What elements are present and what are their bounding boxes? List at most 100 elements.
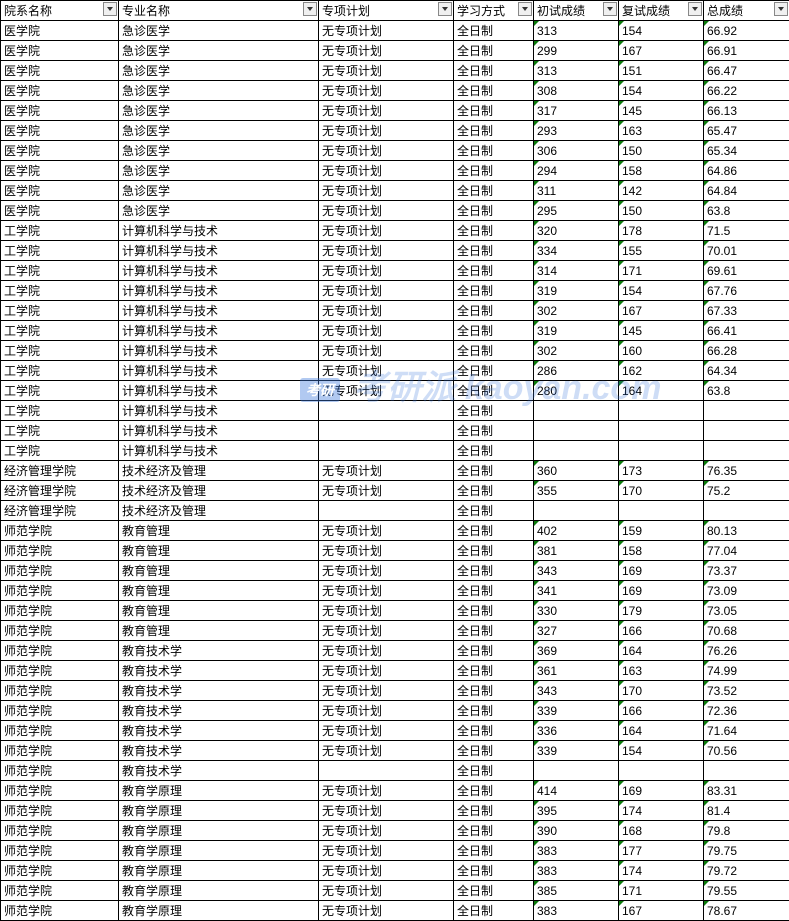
cell-score1: 311 <box>534 181 619 201</box>
cell-dept: 医学院 <box>1 181 119 201</box>
cell-score2: 171 <box>619 881 704 901</box>
table-row: 医学院急诊医学无专项计划全日制31114264.84 <box>1 181 789 201</box>
cell-mode: 全日制 <box>454 461 534 481</box>
cell-dept: 师范学院 <box>1 861 119 881</box>
cell-major: 急诊医学 <box>119 201 319 221</box>
cell-score2: 154 <box>619 281 704 301</box>
cell-score2: 167 <box>619 301 704 321</box>
column-header-dept[interactable]: 院系名称 <box>1 1 119 21</box>
table-row: 师范学院教育学原理无专项计划全日制38517179.55 <box>1 881 789 901</box>
filter-dropdown-icon[interactable] <box>303 2 317 16</box>
cell-major: 急诊医学 <box>119 41 319 61</box>
cell-major: 教育技术学 <box>119 701 319 721</box>
cell-dept: 医学院 <box>1 201 119 221</box>
cell-dept: 医学院 <box>1 121 119 141</box>
cell-major: 计算机科学与技术 <box>119 321 319 341</box>
cell-score1: 355 <box>534 481 619 501</box>
column-header-score2[interactable]: 复试成绩 <box>619 1 704 21</box>
column-label: 总成绩 <box>707 4 743 18</box>
cell-mode: 全日制 <box>454 781 534 801</box>
cell-major: 教育管理 <box>119 541 319 561</box>
cell-total: 76.35 <box>704 461 789 481</box>
filter-dropdown-icon[interactable] <box>603 2 617 16</box>
table-row: 医学院急诊医学无专项计划全日制30615065.34 <box>1 141 789 161</box>
cell-total: 83.31 <box>704 781 789 801</box>
cell-total: 64.86 <box>704 161 789 181</box>
cell-score1: 306 <box>534 141 619 161</box>
cell-score1: 319 <box>534 281 619 301</box>
table-row: 师范学院教育管理无专项计划全日制40215980.13 <box>1 521 789 541</box>
cell-major: 技术经济及管理 <box>119 481 319 501</box>
cell-plan: 无专项计划 <box>319 301 454 321</box>
cell-score2: 158 <box>619 161 704 181</box>
data-table: 院系名称专业名称专项计划学习方式初试成绩复试成绩总成绩 医学院急诊医学无专项计划… <box>0 0 789 921</box>
cell-plan: 无专项计划 <box>319 901 454 921</box>
cell-mode: 全日制 <box>454 101 534 121</box>
column-header-mode[interactable]: 学习方式 <box>454 1 534 21</box>
cell-dept: 师范学院 <box>1 721 119 741</box>
cell-dept: 工学院 <box>1 401 119 421</box>
cell-dept: 工学院 <box>1 381 119 401</box>
cell-total: 70.56 <box>704 741 789 761</box>
cell-plan: 无专项计划 <box>319 241 454 261</box>
cell-mode: 全日制 <box>454 641 534 661</box>
cell-plan: 无专项计划 <box>319 641 454 661</box>
cell-major: 教育学原理 <box>119 881 319 901</box>
cell-plan: 无专项计划 <box>319 361 454 381</box>
cell-score2: 170 <box>619 481 704 501</box>
cell-score1: 286 <box>534 361 619 381</box>
cell-major: 计算机科学与技术 <box>119 421 319 441</box>
cell-total: 73.52 <box>704 681 789 701</box>
cell-plan: 无专项计划 <box>319 601 454 621</box>
cell-mode: 全日制 <box>454 81 534 101</box>
cell-score2: 166 <box>619 701 704 721</box>
cell-dept: 工学院 <box>1 281 119 301</box>
cell-dept: 师范学院 <box>1 601 119 621</box>
filter-dropdown-icon[interactable] <box>518 2 532 16</box>
table-row: 医学院急诊医学无专项计划全日制29916766.91 <box>1 41 789 61</box>
cell-score1: 360 <box>534 461 619 481</box>
cell-dept: 工学院 <box>1 421 119 441</box>
cell-score2: 164 <box>619 641 704 661</box>
table-row: 工学院计算机科学与技术无专项计划全日制28616264.34 <box>1 361 789 381</box>
filter-dropdown-icon[interactable] <box>774 2 788 16</box>
filter-dropdown-icon[interactable] <box>688 2 702 16</box>
cell-dept: 医学院 <box>1 101 119 121</box>
cell-score1: 314 <box>534 261 619 281</box>
cell-score2: 160 <box>619 341 704 361</box>
filter-dropdown-icon[interactable] <box>438 2 452 16</box>
cell-mode: 全日制 <box>454 561 534 581</box>
table-row: 师范学院教育学原理无专项计划全日制38317479.72 <box>1 861 789 881</box>
cell-score2: 163 <box>619 661 704 681</box>
cell-plan: 无专项计划 <box>319 561 454 581</box>
cell-dept: 医学院 <box>1 81 119 101</box>
cell-major: 教育学原理 <box>119 781 319 801</box>
filter-dropdown-icon[interactable] <box>103 2 117 16</box>
cell-major: 计算机科学与技术 <box>119 221 319 241</box>
cell-total: 74.99 <box>704 661 789 681</box>
cell-mode: 全日制 <box>454 221 534 241</box>
cell-total: 79.75 <box>704 841 789 861</box>
cell-score2: 155 <box>619 241 704 261</box>
cell-mode: 全日制 <box>454 501 534 521</box>
cell-plan: 无专项计划 <box>319 801 454 821</box>
column-header-plan[interactable]: 专项计划 <box>319 1 454 21</box>
cell-score2: 166 <box>619 621 704 641</box>
cell-mode: 全日制 <box>454 821 534 841</box>
column-header-score1[interactable]: 初试成绩 <box>534 1 619 21</box>
cell-plan: 无专项计划 <box>319 381 454 401</box>
table-row: 师范学院教育学原理无专项计划全日制38317779.75 <box>1 841 789 861</box>
cell-total: 79.8 <box>704 821 789 841</box>
column-header-major[interactable]: 专业名称 <box>119 1 319 21</box>
cell-total: 65.34 <box>704 141 789 161</box>
cell-mode: 全日制 <box>454 581 534 601</box>
cell-major: 急诊医学 <box>119 101 319 121</box>
cell-mode: 全日制 <box>454 901 534 921</box>
cell-dept: 经济管理学院 <box>1 481 119 501</box>
cell-plan: 无专项计划 <box>319 741 454 761</box>
column-label: 复试成绩 <box>622 4 670 18</box>
column-header-total[interactable]: 总成绩 <box>704 1 789 21</box>
cell-score1: 385 <box>534 881 619 901</box>
cell-plan: 无专项计划 <box>319 521 454 541</box>
cell-score1: 390 <box>534 821 619 841</box>
